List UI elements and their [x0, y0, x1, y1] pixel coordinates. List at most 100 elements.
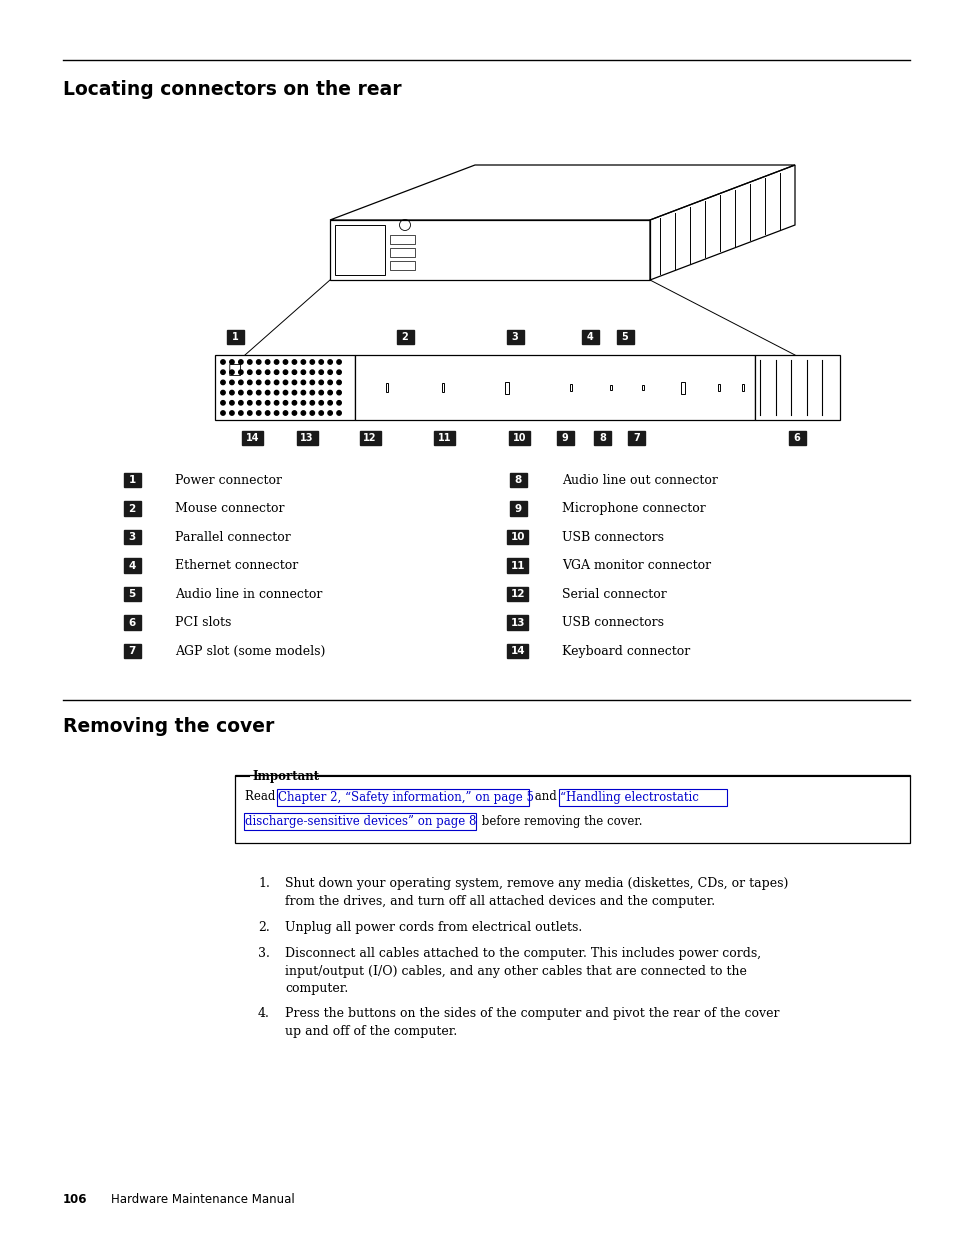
- Text: USB connectors: USB connectors: [561, 531, 663, 543]
- Bar: [741, 384, 743, 391]
- Circle shape: [256, 380, 260, 384]
- Circle shape: [248, 359, 252, 364]
- Text: Ethernet connector: Ethernet connector: [174, 559, 298, 572]
- Circle shape: [301, 400, 305, 405]
- Circle shape: [292, 359, 296, 364]
- Bar: [234, 776, 909, 844]
- Text: 3.: 3.: [257, 947, 270, 960]
- Text: Important: Important: [252, 769, 319, 783]
- Circle shape: [310, 370, 314, 374]
- Circle shape: [336, 380, 341, 384]
- Text: Read: Read: [245, 790, 279, 804]
- Circle shape: [274, 400, 278, 405]
- Text: 3: 3: [511, 332, 517, 342]
- Circle shape: [248, 411, 252, 415]
- Circle shape: [274, 370, 278, 374]
- Circle shape: [328, 390, 332, 395]
- Text: Keyboard connector: Keyboard connector: [561, 645, 690, 657]
- Bar: [628, 431, 645, 446]
- Bar: [556, 431, 573, 446]
- Circle shape: [292, 370, 296, 374]
- Circle shape: [274, 411, 278, 415]
- Circle shape: [283, 390, 288, 395]
- Circle shape: [318, 359, 323, 364]
- Circle shape: [301, 380, 305, 384]
- Text: Unplug all power cords from electrical outlets.: Unplug all power cords from electrical o…: [285, 921, 581, 934]
- Circle shape: [230, 370, 233, 374]
- Bar: [123, 615, 140, 630]
- Text: 13: 13: [510, 618, 525, 627]
- Circle shape: [238, 411, 243, 415]
- Bar: [616, 330, 633, 345]
- Text: 9: 9: [561, 433, 568, 443]
- Circle shape: [336, 370, 341, 374]
- Text: 2.: 2.: [257, 921, 270, 934]
- Text: 4: 4: [586, 332, 593, 342]
- Bar: [390, 235, 415, 245]
- Circle shape: [328, 359, 332, 364]
- Circle shape: [336, 411, 341, 415]
- Circle shape: [265, 380, 270, 384]
- Circle shape: [265, 359, 270, 364]
- Bar: [788, 431, 804, 446]
- Circle shape: [283, 400, 288, 405]
- Text: 6: 6: [129, 618, 135, 627]
- Bar: [507, 530, 528, 545]
- Circle shape: [220, 370, 225, 374]
- Circle shape: [318, 390, 323, 395]
- Circle shape: [230, 390, 233, 395]
- Circle shape: [220, 411, 225, 415]
- Text: 6: 6: [793, 433, 800, 443]
- Text: Removing the cover: Removing the cover: [63, 718, 274, 736]
- Bar: [581, 330, 598, 345]
- Circle shape: [283, 359, 288, 364]
- Text: PCI slots: PCI slots: [174, 616, 232, 629]
- Text: “Handling electrostatic: “Handling electrostatic: [559, 790, 699, 804]
- Text: 11: 11: [510, 561, 525, 571]
- Circle shape: [336, 400, 341, 405]
- Circle shape: [336, 390, 341, 395]
- Circle shape: [256, 370, 260, 374]
- Bar: [507, 587, 528, 601]
- Bar: [507, 615, 528, 630]
- Bar: [123, 473, 140, 488]
- Text: and: and: [531, 790, 560, 804]
- Bar: [434, 431, 455, 446]
- Bar: [558, 788, 726, 805]
- Circle shape: [292, 411, 296, 415]
- Circle shape: [220, 400, 225, 405]
- Bar: [242, 431, 263, 446]
- Bar: [276, 788, 529, 805]
- Circle shape: [220, 390, 225, 395]
- Text: 3: 3: [129, 532, 135, 542]
- Circle shape: [292, 380, 296, 384]
- Bar: [610, 385, 611, 390]
- Bar: [396, 330, 413, 345]
- Circle shape: [230, 359, 233, 364]
- Text: Hardware Maintenance Manual: Hardware Maintenance Manual: [111, 1193, 294, 1207]
- Circle shape: [230, 380, 233, 384]
- Text: Audio line in connector: Audio line in connector: [174, 588, 322, 600]
- Circle shape: [230, 400, 233, 405]
- Circle shape: [248, 370, 252, 374]
- Circle shape: [220, 359, 225, 364]
- Text: 5: 5: [621, 332, 628, 342]
- Text: 13: 13: [300, 433, 314, 443]
- Circle shape: [336, 359, 341, 364]
- Text: 2: 2: [401, 332, 408, 342]
- Text: 8: 8: [598, 433, 606, 443]
- Text: AGP slot (some models): AGP slot (some models): [174, 645, 325, 657]
- Circle shape: [283, 380, 288, 384]
- Circle shape: [328, 400, 332, 405]
- Bar: [641, 385, 643, 390]
- Circle shape: [274, 359, 278, 364]
- Circle shape: [318, 380, 323, 384]
- Circle shape: [292, 400, 296, 405]
- Text: Chapter 2, “Safety information,” on page 5: Chapter 2, “Safety information,” on page…: [277, 790, 534, 804]
- Circle shape: [292, 390, 296, 395]
- Circle shape: [328, 370, 332, 374]
- Bar: [754, 354, 840, 420]
- Circle shape: [248, 390, 252, 395]
- Circle shape: [328, 411, 332, 415]
- Circle shape: [283, 370, 288, 374]
